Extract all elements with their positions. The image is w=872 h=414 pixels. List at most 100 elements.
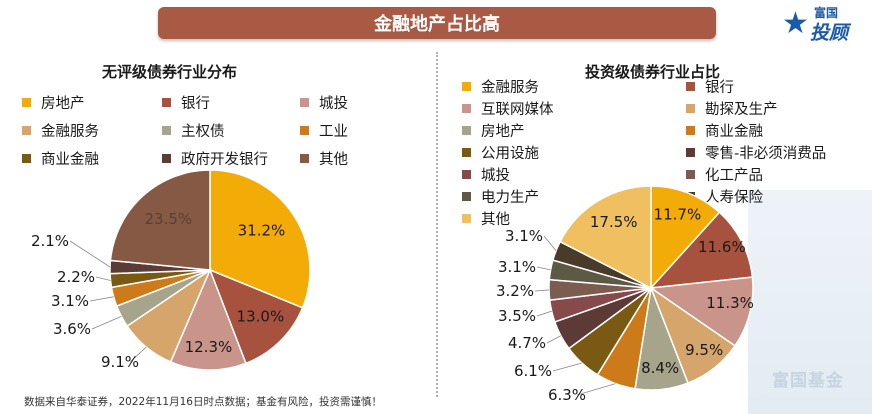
data-label: 3.1%	[51, 292, 89, 310]
legend-label: 公用设施	[481, 146, 539, 162]
data-label: 2.1%	[31, 232, 69, 250]
legend-swatch	[686, 82, 695, 91]
pie-slice	[169, 268, 247, 371]
leader-line	[543, 235, 557, 252]
legend-item: 商业金融	[686, 120, 763, 141]
data-label: 3.1%	[498, 258, 536, 276]
legend-swatch	[22, 98, 31, 107]
data-label: 13.0%	[237, 307, 285, 325]
data-label: 3.6%	[53, 320, 91, 338]
data-label: 11.6%	[698, 238, 746, 256]
pie-slice	[648, 276, 754, 347]
legend-label: 化工产品	[705, 168, 763, 184]
brand-logo: ★ 富国 投顾	[770, 2, 870, 46]
legend-swatch	[300, 126, 309, 135]
legend-label: 金融服务	[41, 124, 99, 140]
legend-swatch	[686, 126, 695, 135]
legend-item: 商业金融	[22, 148, 99, 169]
legend-item: 其他	[300, 148, 348, 169]
legend-label: 其他	[319, 152, 348, 168]
leader-line	[576, 383, 616, 396]
legend-label: 城投	[481, 168, 510, 184]
legend-swatch	[686, 104, 695, 113]
legend-label: 银行	[705, 80, 734, 96]
pie-slice	[559, 185, 652, 290]
data-label: 11.7%	[654, 205, 702, 223]
legend-item: 化工产品	[686, 164, 763, 185]
legend-label: 城投	[319, 96, 348, 112]
logo-main-text: 投顾	[810, 22, 849, 44]
data-label: 6.1%	[514, 362, 552, 380]
pie-slice	[649, 211, 754, 289]
leader-line	[129, 346, 147, 363]
legend-item: 金融服务	[462, 76, 539, 97]
data-label: 4.7%	[508, 334, 546, 352]
legend-swatch	[686, 148, 695, 157]
legend-label: 互联网媒体	[481, 102, 554, 118]
data-label: 31.2%	[238, 221, 286, 239]
legend-item: 其他	[462, 208, 510, 229]
legend-label: 其他	[481, 212, 510, 228]
leader-line	[546, 335, 562, 344]
logo-top-text: 富国	[814, 6, 839, 20]
legend-swatch	[162, 98, 171, 107]
data-label: 12.3%	[185, 338, 233, 356]
legend-swatch	[462, 192, 471, 201]
data-label: 3.1%	[505, 227, 543, 245]
legend-item: 城投	[300, 92, 348, 113]
leader-line	[552, 362, 582, 372]
pie-slice	[209, 169, 311, 309]
legend-label: 政府开发银行	[181, 152, 268, 168]
leader-line	[536, 310, 552, 317]
legend-swatch	[462, 82, 471, 91]
leader-line	[91, 315, 122, 330]
legend-label: 工业	[319, 124, 348, 140]
legend-item: 房地产	[22, 92, 85, 113]
legend-swatch	[462, 214, 471, 223]
data-label: 23.5%	[144, 210, 192, 228]
legend-item: 工业	[300, 120, 348, 141]
legend-item: 政府开发银行	[162, 148, 268, 169]
legend-swatch	[162, 154, 171, 163]
legend-swatch	[300, 98, 309, 107]
legend-item: 勘探及生产	[686, 98, 778, 119]
chart-divider	[436, 52, 438, 397]
pie-slice	[109, 169, 211, 271]
legend-swatch	[686, 170, 695, 179]
legend-label: 房地产	[41, 96, 85, 112]
legend-label: 勘探及生产	[705, 102, 778, 118]
footnote: 数据来自华泰证券，2022年11月16日时点数据；基金有风险，投资需谨慎！	[24, 396, 382, 408]
legend-label: 电力生产	[481, 190, 539, 206]
data-label: 8.4%	[641, 359, 679, 377]
legend-item: 银行	[162, 92, 210, 113]
legend-item: 银行	[686, 76, 734, 97]
banner-title: 金融地产占比高	[158, 7, 716, 39]
legend-swatch	[300, 154, 309, 163]
watermark-text: 富国基金	[772, 371, 844, 391]
legend-label: 商业金融	[41, 152, 99, 168]
data-label: 9.5%	[685, 341, 723, 359]
leader-line	[534, 289, 550, 292]
legend-label: 商业金融	[705, 124, 763, 140]
data-label: 3.5%	[498, 307, 536, 325]
data-label: 2.2%	[57, 268, 95, 286]
data-label: 9.1%	[101, 353, 139, 371]
legend-swatch	[462, 104, 471, 113]
chart-title-investment-grade: 投资级债券行业占比	[585, 63, 721, 81]
pie-slice	[650, 185, 721, 290]
pie-slice	[208, 268, 304, 365]
legend-item: 互联网媒体	[462, 98, 554, 119]
legend-label: 主权债	[181, 124, 225, 140]
leader-line	[95, 276, 111, 281]
chart-title-unrated: 无评级债券行业分布	[102, 63, 238, 81]
legend-swatch	[22, 126, 31, 135]
legend-item: 主权债	[162, 120, 225, 141]
leader-line	[536, 266, 551, 271]
watermark-background	[748, 190, 872, 414]
legend-item: 金融服务	[22, 120, 99, 141]
data-label: 11.3%	[706, 294, 754, 312]
legend-item: 城投	[462, 164, 510, 185]
legend-label: 银行	[181, 96, 210, 112]
star-icon: ★	[782, 6, 809, 41]
